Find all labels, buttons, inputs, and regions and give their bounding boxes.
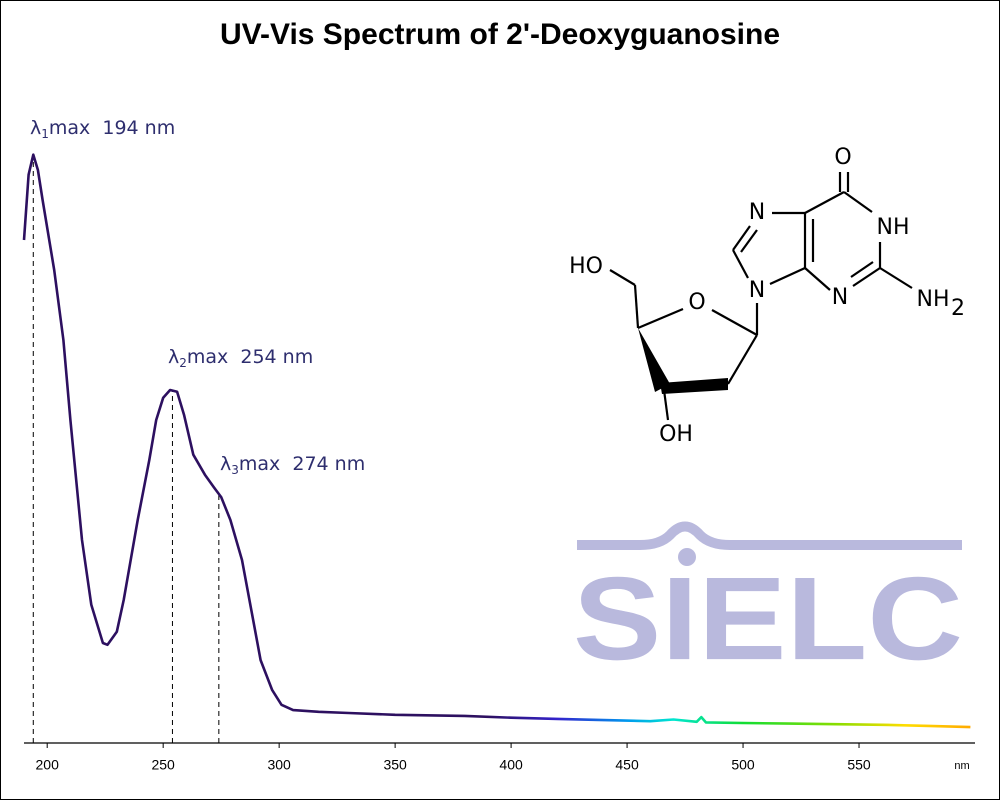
chart-title: UV-Vis Spectrum of 2'-Deoxyguanosine xyxy=(220,18,780,51)
x-tick-label: 250 xyxy=(151,757,175,773)
watermark: SIELC xyxy=(573,553,963,685)
annotation-text: max 194 nm xyxy=(49,117,175,139)
annotation: λ1max 194 nm xyxy=(30,117,175,141)
annotation-subscript: 2 xyxy=(179,356,187,370)
wedge-bond xyxy=(638,328,670,392)
atom-label: NH xyxy=(917,287,950,312)
annotation: λ2max 254 nm xyxy=(168,346,313,370)
atom-label: N xyxy=(832,285,848,310)
bond xyxy=(633,284,640,329)
atom-label: NH xyxy=(877,215,910,240)
atom-label: 2 xyxy=(951,296,965,321)
atom-label: N xyxy=(749,200,765,225)
annotation-subscript: 1 xyxy=(41,127,49,141)
x-tick-label: 300 xyxy=(267,757,291,773)
x-tick-label: 450 xyxy=(615,757,639,773)
bond xyxy=(711,309,758,336)
bond xyxy=(727,334,758,385)
x-tick-label: 400 xyxy=(499,757,523,773)
bond xyxy=(843,191,873,213)
logo-dot xyxy=(678,548,696,566)
annotation-text: max 254 nm xyxy=(187,346,313,368)
bond xyxy=(804,191,845,214)
watermark-logo: SIELC xyxy=(573,521,963,685)
bond xyxy=(850,261,874,278)
spectrum-line xyxy=(22,153,971,729)
bond xyxy=(852,267,881,287)
annotation-symbol: λ xyxy=(30,117,41,139)
atom-label: O xyxy=(834,145,851,170)
x-tick-label: 200 xyxy=(36,757,60,773)
bond xyxy=(732,225,751,251)
atom-label: N xyxy=(749,278,765,303)
bond xyxy=(609,269,636,286)
bond xyxy=(769,266,806,286)
bond xyxy=(662,389,670,421)
bond xyxy=(740,229,758,253)
structure: O NH N NH 2 N N O HO OH xyxy=(569,145,965,447)
bond xyxy=(732,249,749,279)
bond xyxy=(879,267,913,289)
annotation-text: max 274 nm xyxy=(239,453,365,475)
x-tick-label: 350 xyxy=(383,757,407,773)
x-tick-label: 500 xyxy=(731,757,755,773)
annotation-symbol: λ xyxy=(220,453,231,475)
bond xyxy=(637,307,684,330)
wedge-bond xyxy=(660,378,728,394)
atom-label: HO xyxy=(569,254,603,279)
annotation-symbol: λ xyxy=(168,346,179,368)
x-tick-label: 550 xyxy=(847,757,871,773)
atom-label: OH xyxy=(659,422,693,447)
annotation-subscript: 3 xyxy=(231,463,239,477)
bond xyxy=(804,267,831,291)
logo-line xyxy=(577,521,962,550)
annotation: λ3max 274 nm xyxy=(220,453,365,477)
atom-label: O xyxy=(688,290,705,315)
x-axis-label: nm xyxy=(954,760,969,772)
